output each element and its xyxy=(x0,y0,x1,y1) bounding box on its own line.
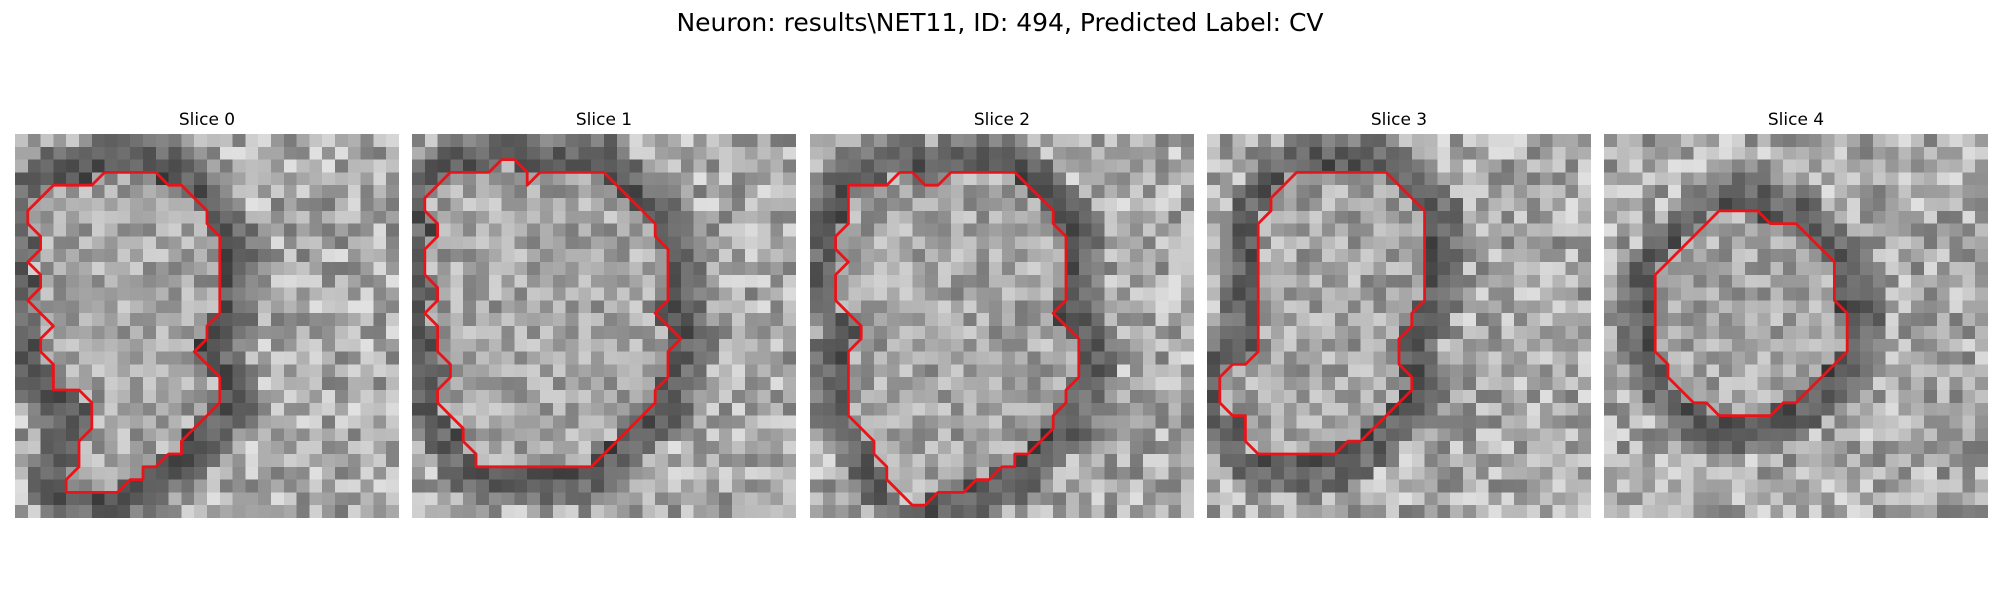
segmentation-contour xyxy=(26,170,222,494)
panel-slice-4: Slice 4 xyxy=(1604,108,1988,524)
slice-image xyxy=(15,134,399,518)
panel-slice-3: Slice 3 xyxy=(1207,108,1591,524)
panel-title: Slice 2 xyxy=(973,110,1031,130)
slice-image xyxy=(412,134,796,518)
panel-slice-0: Slice 0 xyxy=(15,108,399,524)
panel-title: Slice 4 xyxy=(1767,110,1825,130)
slice-image xyxy=(1207,134,1591,518)
segmentation-contour xyxy=(1218,170,1427,456)
panel-title: Slice 3 xyxy=(1370,110,1428,130)
panel-slice-2: Slice 2 xyxy=(810,108,1194,524)
segmentation-contour xyxy=(423,158,683,469)
figure-title: Neuron: results\NET11, ID: 494, Predicte… xyxy=(676,8,1324,37)
segmentation-contour xyxy=(1653,209,1849,418)
slice-image xyxy=(810,134,1194,518)
panel-slice-1: Slice 1 xyxy=(412,108,796,524)
slice-image xyxy=(1604,134,1988,518)
panel-title: Slice 0 xyxy=(178,110,236,130)
segmentation-contour xyxy=(834,170,1081,507)
panel-title: Slice 1 xyxy=(575,110,633,130)
